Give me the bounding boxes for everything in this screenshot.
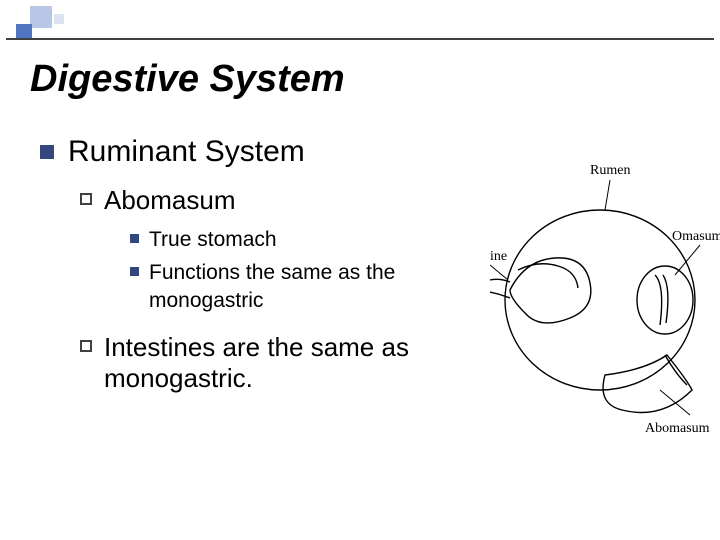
hollow-square-bullet-icon [80, 193, 92, 205]
diagram-label-omasum: Omasum [672, 229, 720, 244]
anatomy-diagram: Rumen Omasum Abomasum ine [490, 150, 720, 440]
bullet-text: Ruminant System [68, 135, 305, 169]
diagram-label-ine: ine [490, 249, 507, 264]
square-bullet-icon [130, 234, 139, 243]
square-bullet-icon [40, 145, 54, 159]
diagram-label-rumen: Rumen [590, 163, 630, 178]
bullet-text-part: Intestines [104, 332, 215, 362]
square-bullet-icon [130, 267, 139, 276]
list-item: Functions the same as the monogastric [130, 259, 480, 314]
deco-square-icon [54, 14, 64, 24]
list-item: Abomasum [80, 185, 480, 216]
list-item: True stomach [130, 226, 480, 253]
hollow-square-bullet-icon [80, 340, 92, 352]
bullet-text: Abomasum [104, 185, 236, 216]
list-item: Intestines are the same as monogastric. [80, 332, 480, 394]
list-item: Ruminant System [40, 135, 480, 169]
divider-line [6, 38, 714, 40]
slide-title: Digestive System [30, 58, 345, 101]
bullet-text: True stomach [149, 226, 277, 253]
deco-square-icon [30, 6, 52, 28]
diagram-label-abomasum: Abomasum [645, 421, 710, 436]
content-area: Ruminant System Abomasum True stomach Fu… [40, 135, 480, 404]
bullet-text: Functions the same as the monogastric [149, 259, 480, 314]
bullet-text: Intestines are the same as monogastric. [104, 332, 480, 394]
slide: Digestive System Ruminant System Abomasu… [0, 0, 720, 540]
